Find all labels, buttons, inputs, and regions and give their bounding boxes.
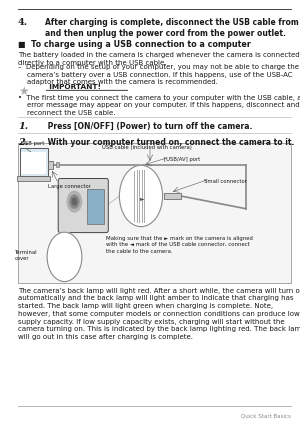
Text: The camera’s back lamp will light red. After a short while, the camera will turn: The camera’s back lamp will light red. A…	[18, 288, 300, 340]
Bar	[56, 162, 59, 167]
Bar	[17, 176, 50, 181]
Text: 2.: 2.	[18, 138, 28, 147]
Text: ★: ★	[18, 85, 28, 98]
Text: USB cable (included with camera): USB cable (included with camera)	[102, 145, 192, 150]
Text: The battery loaded in the camera is charged whenever the camera is connected
dir: The battery loaded in the camera is char…	[18, 52, 300, 66]
Text: Small connector: Small connector	[204, 179, 247, 184]
Bar	[87, 189, 104, 224]
Text: USB port: USB port	[21, 141, 44, 146]
Text: Large connector: Large connector	[48, 184, 91, 190]
Text: Press [ON/OFF] (Power) to turn off the camera.: Press [ON/OFF] (Power) to turn off the c…	[45, 122, 252, 131]
Bar	[48, 161, 53, 169]
Circle shape	[69, 194, 80, 209]
Text: ■  To charge using a USB connection to a computer: ■ To charge using a USB connection to a …	[18, 40, 251, 49]
Text: Terminal
cover: Terminal cover	[15, 250, 38, 261]
Text: [USB/AV] port: [USB/AV] port	[164, 157, 200, 162]
Text: •  The first time you connect the camera to your computer with the USB cable, an: • The first time you connect the camera …	[18, 95, 300, 116]
Circle shape	[47, 232, 82, 282]
Bar	[20, 148, 48, 176]
Text: ►: ►	[140, 196, 145, 201]
Text: Quick Start Basics: Quick Start Basics	[241, 413, 291, 418]
Circle shape	[119, 165, 163, 227]
Text: IMPORTANT!: IMPORTANT!	[44, 84, 100, 90]
Circle shape	[67, 191, 82, 212]
Text: –  Depending on the setup of your computer, you may not be able to charge the
  : – Depending on the setup of your compute…	[18, 64, 299, 85]
Text: Making sure that the ► mark on the camera is aligned
with the ◄ mark of the USB : Making sure that the ► mark on the camer…	[106, 236, 254, 253]
Bar	[164, 193, 181, 199]
Text: 4.: 4.	[18, 18, 28, 27]
Text: After charging is complete, disconnect the USB cable from the camera
and then un: After charging is complete, disconnect t…	[45, 18, 300, 38]
Bar	[21, 152, 46, 174]
Text: 1.: 1.	[18, 122, 28, 131]
Bar	[18, 143, 291, 283]
Text: With your computer turned on, connect the camera to it.: With your computer turned on, connect th…	[45, 138, 294, 147]
FancyBboxPatch shape	[58, 178, 108, 233]
Circle shape	[71, 197, 77, 206]
